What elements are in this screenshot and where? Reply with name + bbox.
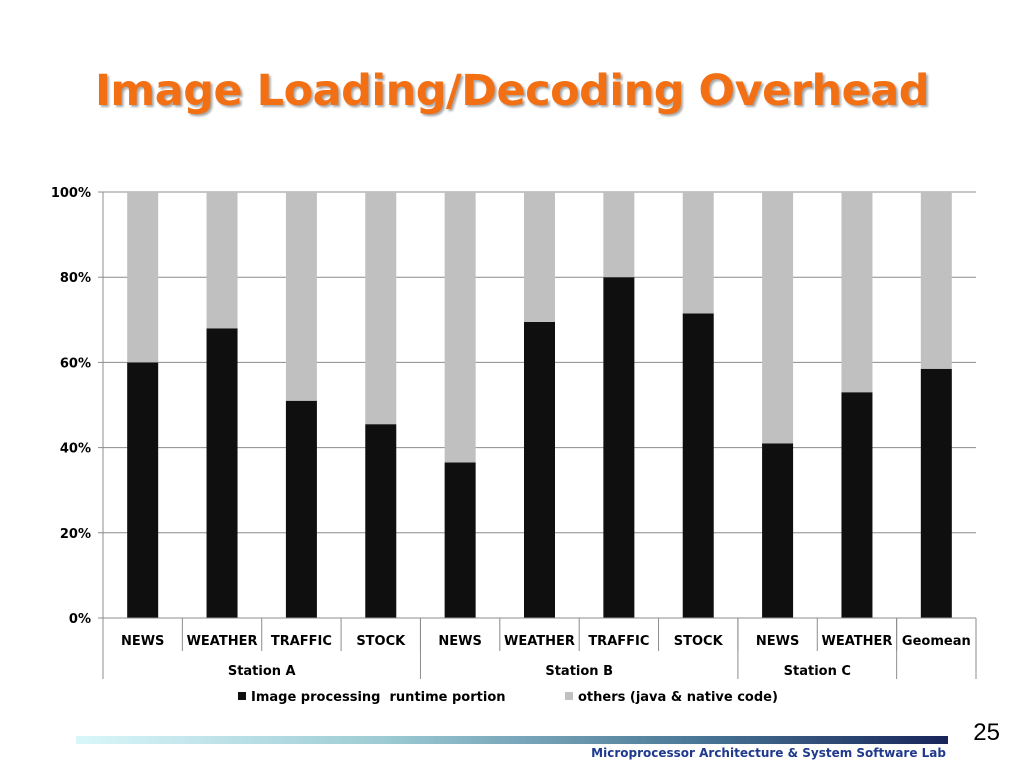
bar-others	[524, 192, 555, 322]
bar-others	[762, 192, 794, 444]
x-category-label: TRAFFIC	[271, 634, 332, 649]
x-group-label: Station C	[784, 664, 851, 679]
slide-title: Image Loading/Decoding Overhead	[94, 66, 930, 116]
x-category-label: STOCK	[356, 634, 406, 649]
x-category-label: NEWS	[438, 634, 481, 649]
bar-others	[682, 192, 714, 314]
y-tick-label: 60%	[60, 356, 91, 371]
legend-swatch	[565, 692, 573, 700]
x-category-label: WEATHER	[504, 634, 575, 649]
legend-label: others (java & native code)	[578, 690, 778, 705]
bar-others	[841, 192, 873, 393]
stacked-bar-chart: 0% 20% 40% 60% 80% 100% NEWS WEATHER TRAFFIC STO…	[51, 186, 977, 705]
footer-lab-name: Microprocessor Architecture & System Sof…	[591, 746, 946, 760]
bar-image-processing	[206, 328, 238, 618]
bar-image-processing	[920, 368, 952, 618]
bar-others	[920, 192, 952, 369]
bar-others	[285, 192, 317, 401]
bar-image-processing	[285, 400, 317, 618]
x-group-label: Station A	[228, 664, 296, 679]
bar-others	[603, 192, 635, 278]
bar-others	[365, 192, 397, 425]
bar-image-processing	[603, 277, 635, 618]
bar-image-processing	[762, 443, 794, 618]
x-category-label: STOCK	[674, 634, 724, 649]
legend-swatch	[238, 692, 246, 700]
footer-gradient-bar	[76, 736, 948, 744]
x-category-label: WEATHER	[187, 634, 258, 649]
y-tick-label: 20%	[60, 527, 91, 542]
x-category-label: WEATHER	[821, 634, 892, 649]
y-tick-label: 80%	[60, 271, 91, 286]
x-group-label: Station B	[545, 664, 613, 679]
bar-image-processing	[524, 321, 555, 618]
page-number: 25	[973, 719, 1000, 746]
legend-label: Image processing runtime portion	[251, 690, 506, 705]
bar-image-processing	[682, 313, 714, 618]
bar-image-processing	[841, 392, 873, 618]
x-category-label: Geomean	[902, 634, 971, 649]
x-category-label: NEWS	[121, 634, 164, 649]
bar-image-processing	[365, 424, 397, 618]
bar-image-processing	[127, 362, 159, 618]
x-category-label: TRAFFIC	[588, 634, 649, 649]
y-tick-label: 40%	[60, 442, 91, 457]
bar-others	[444, 192, 476, 463]
x-category-label: NEWS	[756, 634, 799, 649]
y-tick-label: 0%	[69, 612, 91, 627]
bar-image-processing	[444, 462, 476, 618]
y-tick-label: 100%	[51, 186, 91, 201]
bar-others	[127, 192, 159, 363]
bar-others	[206, 192, 238, 329]
